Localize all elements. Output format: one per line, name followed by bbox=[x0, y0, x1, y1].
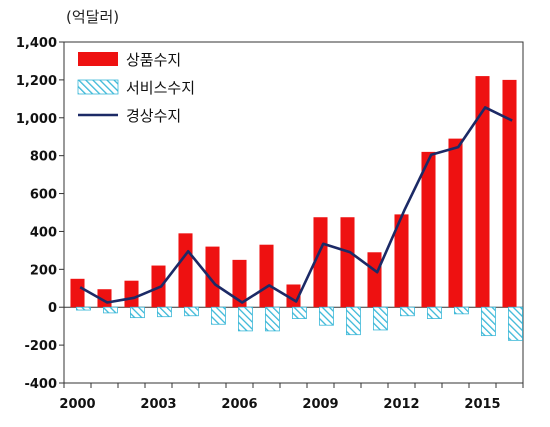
bar-goods-balance bbox=[259, 244, 274, 308]
bars-layer bbox=[70, 76, 523, 341]
bar-goods-balance bbox=[475, 76, 490, 308]
line-layer bbox=[79, 106, 513, 304]
y-tick-label: 1,200 bbox=[16, 74, 57, 89]
legend-label: 경상수지 bbox=[126, 107, 181, 125]
y-tick-label: 800 bbox=[30, 150, 57, 165]
bar-services-balance bbox=[400, 306, 415, 317]
legend-label: 상품수지 bbox=[126, 51, 181, 69]
line-current-account bbox=[79, 106, 513, 304]
legend-label: 서비스수지 bbox=[126, 79, 195, 97]
y-tick-label: 1,400 bbox=[16, 36, 57, 51]
bar-services-balance bbox=[238, 306, 253, 332]
bar-goods-balance bbox=[502, 79, 517, 308]
bar-services-balance bbox=[184, 306, 199, 317]
bar-services-balance bbox=[481, 306, 496, 337]
x-tick-label: 2015 bbox=[464, 397, 500, 412]
plot-frame bbox=[63, 41, 524, 384]
x-tick-label: 2000 bbox=[59, 397, 95, 412]
y-tick-label: 0 bbox=[48, 301, 57, 316]
bar-services-balance bbox=[130, 306, 145, 319]
y-tick-label: 400 bbox=[30, 225, 57, 240]
y-tick-label: 600 bbox=[30, 188, 57, 203]
legend-swatch-services bbox=[77, 79, 119, 95]
bar-goods-balance bbox=[70, 278, 85, 308]
x-tick-label: 2006 bbox=[221, 397, 257, 412]
bar-services-balance bbox=[454, 306, 469, 315]
bar-services-balance bbox=[211, 306, 226, 325]
bar-services-balance bbox=[346, 306, 361, 336]
x-tick-label: 2012 bbox=[383, 397, 419, 412]
bar-services-balance bbox=[292, 306, 307, 319]
bar-services-balance bbox=[319, 306, 334, 326]
bar-services-balance bbox=[427, 306, 442, 319]
bar-services-balance bbox=[157, 306, 172, 318]
y-tick-label: -200 bbox=[24, 339, 57, 354]
bar-goods-balance bbox=[205, 246, 220, 308]
bar-services-balance bbox=[103, 306, 118, 314]
bar-goods-balance bbox=[178, 233, 193, 308]
bar-goods-balance bbox=[421, 151, 436, 308]
bar-goods-balance bbox=[448, 138, 463, 308]
bar-goods-balance bbox=[367, 252, 382, 308]
x-tick-label: 2009 bbox=[302, 397, 338, 412]
bar-goods-balance bbox=[394, 214, 409, 308]
bar-services-balance bbox=[373, 306, 388, 331]
y-tick-label: 1,000 bbox=[16, 112, 57, 127]
y-unit-label: (억달러) bbox=[66, 8, 120, 26]
bar-goods-balance bbox=[313, 217, 328, 308]
y-tick-label: 200 bbox=[30, 263, 57, 278]
x-tick-label: 2003 bbox=[140, 397, 176, 412]
y-tick-label: -400 bbox=[24, 377, 57, 392]
bar-goods-balance bbox=[340, 217, 355, 308]
bar-goods-balance bbox=[232, 259, 247, 308]
bar-goods-balance bbox=[124, 280, 139, 308]
bar-services-balance bbox=[76, 306, 91, 311]
bar-services-balance bbox=[265, 306, 280, 332]
legend-swatch-goods bbox=[78, 52, 118, 66]
bar-services-balance bbox=[508, 306, 523, 341]
